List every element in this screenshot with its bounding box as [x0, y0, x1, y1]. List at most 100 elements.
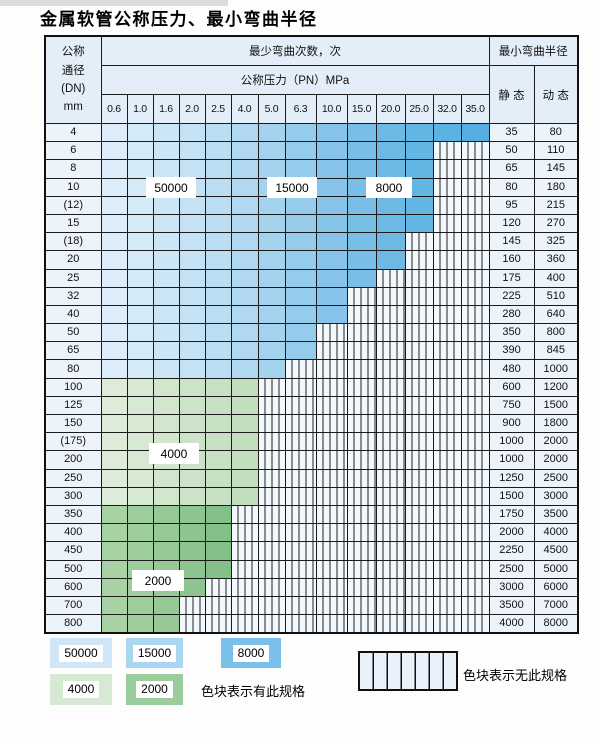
- unavailable-cell: [257, 377, 286, 397]
- available-cell: [204, 468, 232, 488]
- unavailable-cell: [230, 595, 259, 616]
- available-cell: [204, 377, 232, 397]
- available-cell: [178, 141, 206, 161]
- unavailable-cell: [432, 486, 462, 506]
- available-cell: [230, 286, 259, 306]
- available-cell: [178, 122, 206, 143]
- static-radius-cell: 4000: [488, 614, 535, 634]
- available-cell: [152, 141, 180, 161]
- unavailable-cell: [404, 341, 434, 361]
- legend-swatch-label: 8000: [232, 644, 270, 662]
- unavailable-cell: [315, 432, 348, 452]
- available-cell: [126, 450, 154, 470]
- available-cell: [315, 286, 348, 306]
- unavailable-cell: [460, 250, 490, 270]
- static-radius-cell: 2250: [488, 541, 535, 561]
- unavailable-cell: [346, 377, 377, 397]
- unavailable-cell: [432, 213, 462, 234]
- unavailable-cell: [375, 395, 406, 416]
- unavailable-cell: [346, 432, 377, 452]
- available-cell: [204, 504, 232, 525]
- dynamic-radius-cell: 2500: [533, 468, 579, 488]
- available-cell: [230, 122, 259, 143]
- unavailable-cell: [404, 304, 434, 325]
- pressure-col-header: 35.0: [460, 94, 490, 124]
- dn-cell: 300: [44, 486, 102, 506]
- unavailable-cell: [460, 395, 490, 416]
- static-radius-cell: 35: [488, 122, 535, 143]
- unavailable-cell: [404, 377, 434, 397]
- unavailable-cell: [460, 486, 490, 506]
- unavailable-cell: [284, 432, 317, 452]
- unavailable-cell: [284, 559, 317, 579]
- dn-header-cell: 公称 通径 (DN) mm: [44, 35, 102, 124]
- available-cell: [100, 523, 128, 543]
- unavailable-cell: [460, 141, 490, 161]
- unavailable-cell: [284, 395, 317, 416]
- available-cell: [178, 541, 206, 561]
- unavailable-cell: [178, 595, 206, 616]
- unavailable-cell: [460, 159, 490, 179]
- table-row: 800 4000 8000: [44, 614, 579, 634]
- dn-cell: 80: [44, 359, 102, 379]
- dynamic-radius-cell: 1000: [533, 359, 579, 379]
- unavailable-cell: [315, 486, 348, 506]
- available-cell: [230, 213, 259, 234]
- available-cell: [432, 122, 462, 143]
- table-row: 65 390 845: [44, 341, 579, 361]
- dn-cell: (12): [44, 195, 102, 215]
- available-cell: [204, 177, 232, 197]
- dynamic-radius-cell: 4000: [533, 523, 579, 543]
- available-cell: [178, 213, 206, 234]
- unavailable-cell: [346, 614, 377, 634]
- available-cell: [204, 232, 232, 252]
- available-cell: [230, 323, 259, 343]
- unavailable-cell: [230, 541, 259, 561]
- available-cell: [230, 195, 259, 215]
- unavailable-cell: [460, 541, 490, 561]
- available-cell: [230, 432, 259, 452]
- unavailable-cell: [315, 504, 348, 525]
- legend-swatch-8000: 8000: [221, 638, 281, 668]
- dynamic-radius-cell: 2000: [533, 450, 579, 470]
- available-cell: [100, 213, 128, 234]
- available-cell: [284, 304, 317, 325]
- dn-cell: 350: [44, 504, 102, 525]
- available-cell: [126, 195, 154, 215]
- available-cell: [315, 268, 348, 288]
- static-radius-cell: 2000: [488, 523, 535, 543]
- unavailable-cell: [404, 450, 434, 470]
- available-cell: [346, 159, 377, 179]
- dn-cell: 500: [44, 559, 102, 579]
- available-cell: [100, 177, 128, 197]
- available-cell: [152, 377, 180, 397]
- available-cell: [152, 359, 180, 379]
- unavailable-cell: [346, 541, 377, 561]
- dynamic-radius-cell: 145: [533, 159, 579, 179]
- dynamic-radius-cell: 270: [533, 213, 579, 234]
- table-row: 350 1750 3500: [44, 504, 579, 525]
- unavailable-cell: [404, 559, 434, 579]
- dynamic-radius-cell: 4500: [533, 541, 579, 561]
- available-cell: [126, 541, 154, 561]
- available-cell: [126, 395, 154, 416]
- available-cell: [204, 395, 232, 416]
- spec-table: 公称 通径 (DN) mm 最少弯曲次数，次 最小弯曲半径 公称压力（PN）MP…: [44, 35, 580, 635]
- unavailable-cell: [460, 432, 490, 452]
- unavailable-cell: [346, 304, 377, 325]
- pressure-col-header: 5.0: [257, 94, 286, 124]
- available-cell: [257, 341, 286, 361]
- available-cell: [230, 450, 259, 470]
- table-row: 8 65 145: [44, 159, 579, 179]
- available-cell: [152, 541, 180, 561]
- static-radius-cell: 480: [488, 359, 535, 379]
- available-cell: [178, 250, 206, 270]
- dynamic-radius-cell: 2000: [533, 432, 579, 452]
- available-cell: [375, 195, 406, 215]
- pressure-col-header: 25.0: [404, 94, 434, 124]
- dn-cell: 32: [44, 286, 102, 306]
- pressure-values-row: 0.6 1.0 1.6 2.0 2.5 4.0 5.0 6.3 10.0 15.0 20.0 25.0…: [45, 94, 578, 124]
- table-row: (18) 145 325: [44, 232, 579, 252]
- table-row: 200 1000 2000: [44, 450, 579, 470]
- unavailable-cell: [460, 286, 490, 306]
